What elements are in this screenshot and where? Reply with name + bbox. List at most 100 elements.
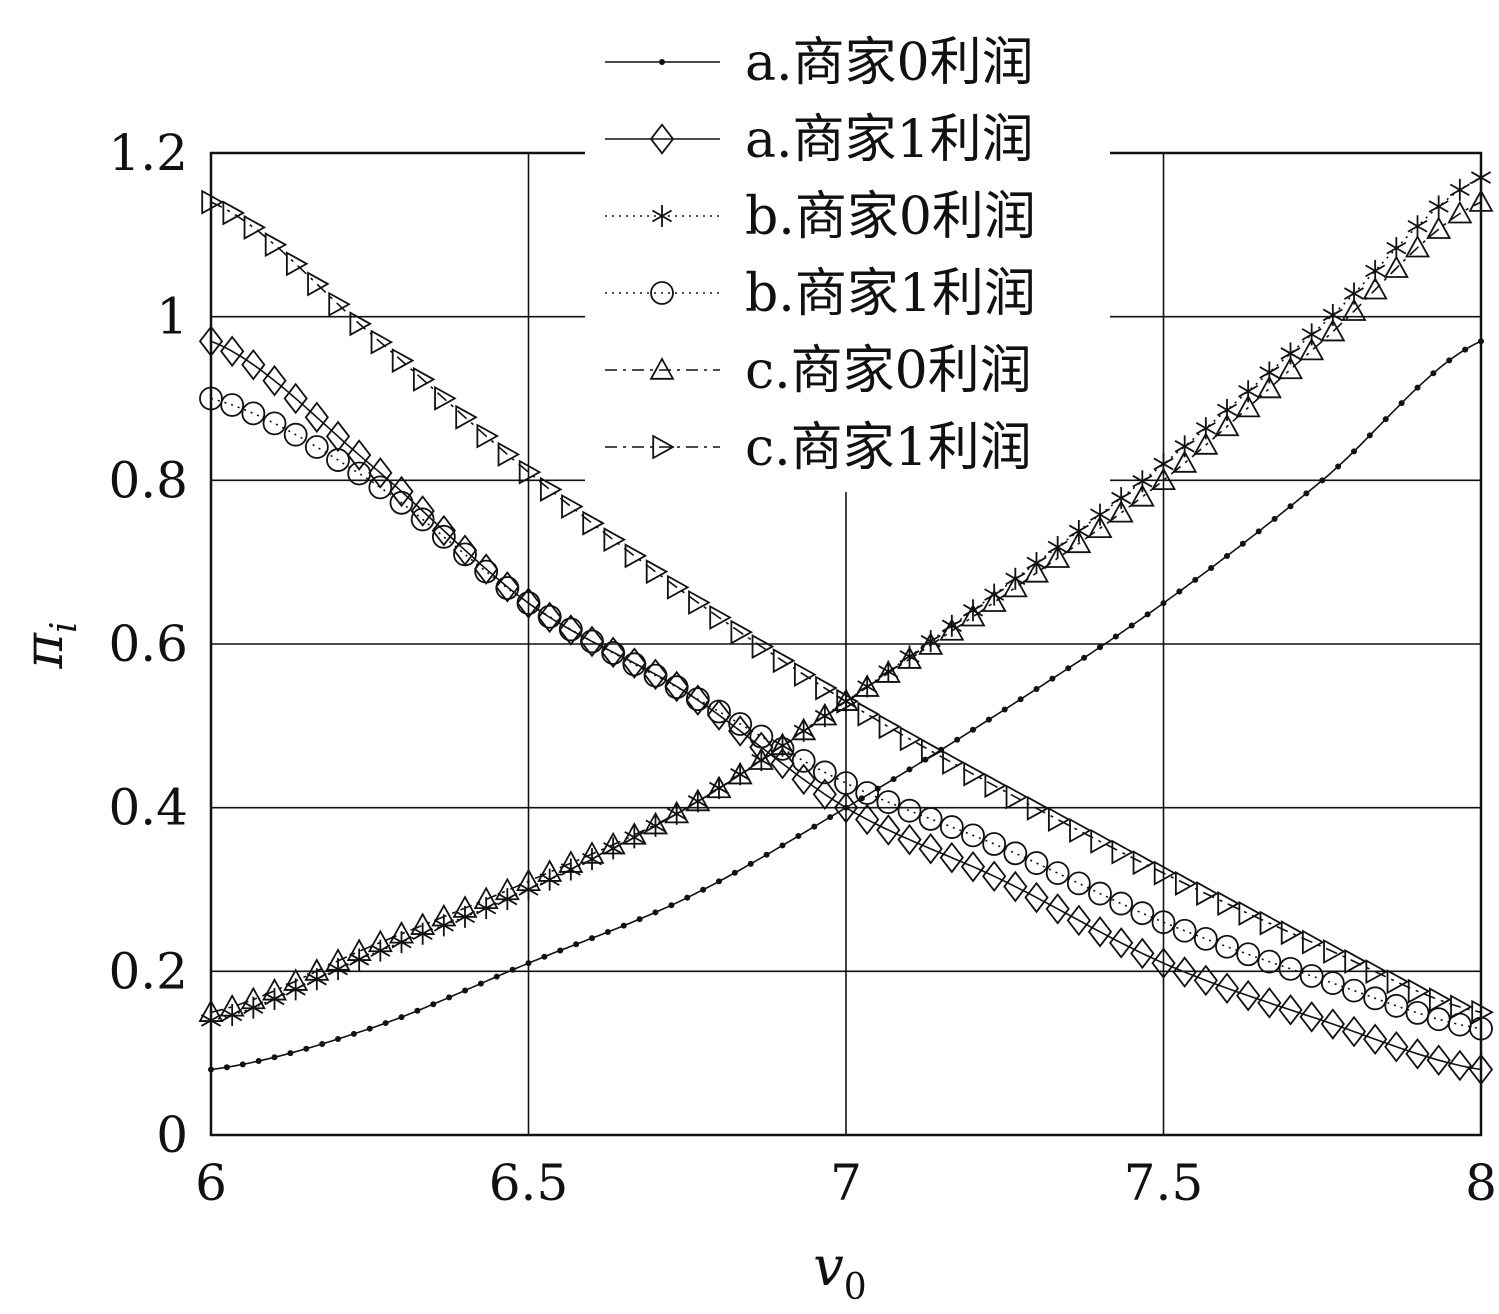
series-2-point — [1089, 503, 1111, 526]
series-1-point — [706, 699, 732, 731]
series-0-point — [795, 833, 802, 840]
series-0-point — [477, 980, 484, 987]
series-3-point — [283, 422, 308, 447]
series-0-point — [620, 922, 627, 929]
series-0-point — [1128, 622, 1135, 629]
series-3-point — [431, 524, 456, 549]
series-2-point — [581, 848, 603, 871]
series-0-point — [1430, 370, 1437, 377]
series-3-point — [389, 490, 414, 515]
series-2-point — [1174, 435, 1195, 458]
series-0-point — [462, 987, 468, 994]
series-4-point — [727, 761, 753, 785]
series-5-point — [688, 589, 711, 616]
series-3-point — [918, 807, 943, 831]
series-4-point — [1404, 234, 1431, 258]
series-0-point — [1287, 503, 1294, 510]
series-2-point — [1111, 487, 1132, 510]
legend-item-4: c.商家0利润 — [605, 341, 1032, 401]
series-4-point — [410, 912, 436, 935]
series-0-point — [223, 1064, 230, 1071]
series-2-point — [1195, 417, 1216, 440]
series-1-point — [389, 475, 414, 508]
series-3-point — [453, 542, 477, 567]
series-0-point — [493, 973, 500, 980]
series-3-point — [601, 641, 626, 665]
series-4-point — [558, 850, 584, 873]
series-1-point — [1320, 1008, 1345, 1040]
series-3-point — [876, 790, 901, 815]
series-0-point — [1239, 540, 1246, 547]
series-3-point — [897, 798, 922, 823]
series-0-point — [731, 869, 738, 876]
series-4-point — [515, 868, 542, 892]
x-tick-label-0: 6 — [195, 1154, 227, 1212]
series-1-point — [579, 625, 605, 658]
series-0-point — [382, 1020, 389, 1027]
series-5-point — [391, 348, 415, 374]
series-4-point — [769, 732, 796, 756]
series-0-point — [1351, 448, 1357, 455]
series-4-point — [1214, 413, 1240, 437]
series-0-point — [1303, 490, 1310, 497]
series-1-point — [1341, 1015, 1367, 1048]
series-2-point — [1428, 195, 1449, 218]
series-1-point — [1447, 1049, 1472, 1082]
series-5-point — [645, 559, 669, 585]
series-5 — [201, 189, 1494, 1025]
series-2-point — [1005, 567, 1026, 590]
series-2-point — [1301, 323, 1322, 346]
series-1-point — [1257, 987, 1282, 1019]
series-4-point — [1320, 318, 1346, 342]
series-1-point — [770, 747, 795, 780]
series-5-point — [920, 738, 944, 764]
series-1-point — [622, 647, 647, 679]
series-5-point — [1026, 795, 1050, 821]
legend-label-2: b.商家0利润 — [745, 187, 1036, 247]
series-1-point — [537, 601, 562, 634]
series-4-point — [1150, 467, 1177, 491]
y-tick-label-1: 0.2 — [108, 942, 188, 1000]
series-3-point — [770, 736, 795, 761]
series-4-point — [812, 702, 838, 726]
series-3-point — [326, 448, 350, 472]
series-5-point — [624, 543, 648, 569]
series-4-point — [1193, 432, 1219, 455]
series-4-point — [939, 618, 965, 641]
series-3-point — [1151, 910, 1176, 935]
series-5-point — [455, 404, 478, 430]
series-0-point — [1335, 463, 1342, 470]
series-1-point — [601, 636, 626, 669]
series-0-point — [1097, 644, 1103, 651]
series-0-point — [446, 994, 453, 1001]
series-0-point — [430, 1001, 437, 1008]
legend-marker-4 — [649, 357, 675, 380]
series-3-point — [1130, 901, 1155, 926]
series-5-point — [412, 366, 436, 392]
series-0-point — [271, 1054, 278, 1061]
series-1-point — [262, 364, 287, 397]
series-3-point — [1299, 964, 1324, 988]
series-5-point — [1153, 860, 1177, 886]
series-0-point — [1001, 706, 1008, 713]
series-0-point — [239, 1061, 246, 1068]
series-layer — [198, 166, 1494, 1086]
series-5-point — [1301, 929, 1325, 955]
series-5-point — [857, 701, 881, 727]
legend-label-0: a.商家0利润 — [745, 33, 1034, 93]
series-4-point — [1172, 450, 1198, 473]
series-0-point — [858, 795, 865, 802]
series-1-point — [1426, 1044, 1451, 1076]
series-3-point — [664, 675, 689, 700]
series-5-point — [1069, 817, 1092, 844]
series-5-point — [815, 675, 838, 701]
series-1-point — [664, 670, 689, 703]
series-0-point — [652, 909, 659, 916]
series-0-point — [1192, 576, 1199, 583]
series-4-point — [537, 859, 563, 882]
series-3-point — [580, 629, 604, 654]
series-5-point — [1132, 850, 1156, 876]
series-3-point — [1066, 871, 1091, 896]
series-1-point — [1405, 1038, 1430, 1070]
series-5-point — [899, 726, 923, 752]
